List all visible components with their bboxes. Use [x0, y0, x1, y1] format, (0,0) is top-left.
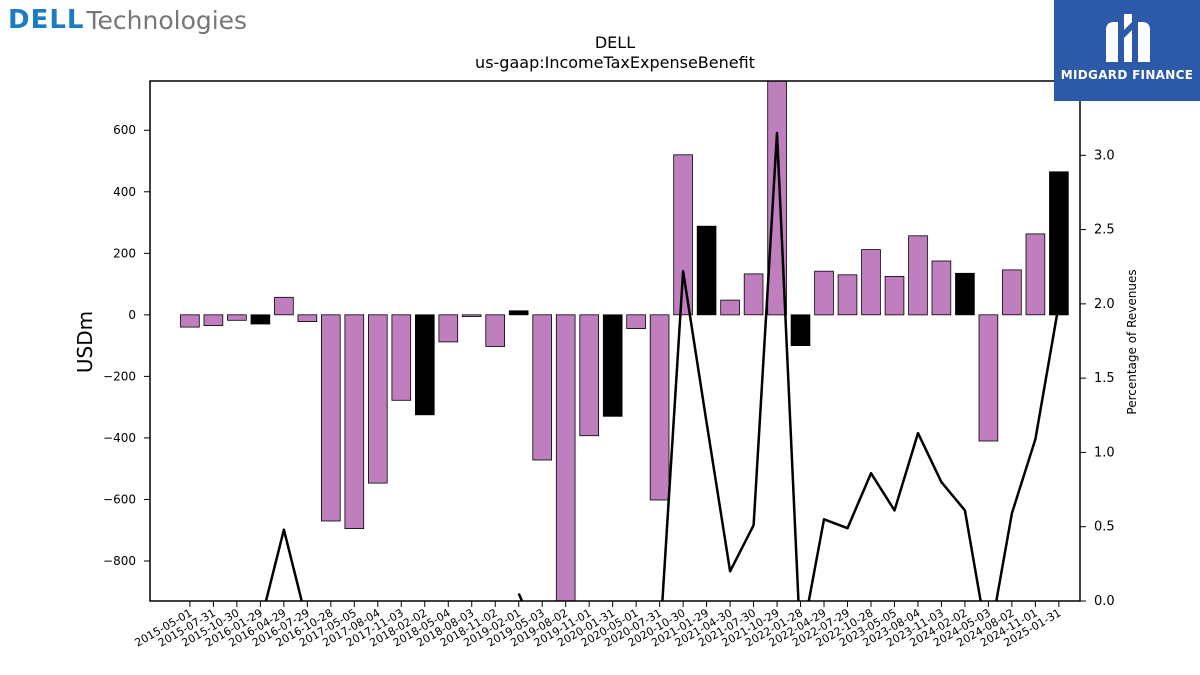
y-tick-label: −200 — [103, 369, 136, 383]
bar-2019-08-02 — [555, 314, 576, 601]
bar-2015-10-30 — [227, 314, 247, 321]
bar-2021-07-30 — [743, 273, 764, 316]
axes-layer: 600 400 200 0 −200 −400 −600 −800 3.0 2.5 2.0 1.5 1.… — [103, 80, 1115, 650]
dell-wordmark: DELL — [8, 5, 85, 35]
bar-2019-05-03 — [532, 314, 552, 461]
bar-2022-04-29 — [814, 270, 834, 316]
bar-2019-11-01 — [579, 314, 599, 437]
bar-2017-05-05 — [344, 314, 365, 529]
bar-2016-04-29 — [274, 296, 294, 316]
bar-2020-10-30 — [673, 154, 693, 316]
y2-tick-label: 3.0 — [1094, 148, 1115, 163]
bar-2016-07-29 — [297, 314, 318, 322]
bar-2024-11-01 — [1025, 233, 1046, 316]
y-tick-label: −800 — [103, 554, 136, 568]
y2-tick-label: 0.0 — [1094, 594, 1115, 609]
y-tick-label: −400 — [103, 431, 136, 445]
bar-2023-08-04 — [908, 235, 928, 316]
bar-2020-05-01 — [626, 314, 646, 329]
bar-2016-10-28 — [320, 314, 341, 522]
bar-2022-07-29 — [837, 274, 858, 316]
y2-tick-label: 2.5 — [1094, 223, 1115, 238]
bar-2017-11-03 — [391, 314, 412, 401]
bar-2024-08-02 — [1002, 269, 1022, 316]
bar-2024-02-02 — [955, 272, 975, 316]
bar-2024-05-03 — [978, 314, 999, 442]
dell-technologies-logo: DELL Technologies — [8, 4, 247, 36]
y2-tick-label: 2.0 — [1094, 297, 1115, 312]
bar-2022-10-28 — [861, 249, 881, 316]
y-axis-label: USDm — [73, 311, 97, 373]
y2-tick-label: 1.5 — [1094, 371, 1115, 386]
bar-2021-04-30 — [720, 299, 740, 316]
y2-tick-label: 0.5 — [1094, 520, 1115, 535]
chart-title: DELL — [595, 33, 635, 52]
bar-2022-01-28 — [790, 314, 811, 346]
y2-axis-label: Percentage of Revenues — [1125, 269, 1139, 414]
y2-tick-label: 1.0 — [1094, 445, 1115, 460]
bar-2020-01-31 — [602, 314, 623, 417]
midgard-finance-logo: MIDGARD FINANCE — [1054, 0, 1200, 101]
bar-2019-02-01 — [508, 310, 529, 316]
bar-2018-11-02 — [485, 314, 505, 347]
pct-revenue-line — [264, 131, 1061, 601]
bar-2018-08-03 — [461, 314, 482, 317]
partner-name: MIDGARD FINANCE — [1060, 68, 1194, 82]
bar-2015-07-31 — [203, 314, 224, 326]
bar-2023-05-05 — [884, 275, 905, 316]
bar-2015-05-01 — [180, 314, 200, 328]
bar-2023-11-03 — [931, 260, 952, 316]
y-tick-label: 400 — [113, 185, 136, 199]
bar-2016-01-29 — [250, 314, 271, 325]
bar-2017-08-04 — [367, 314, 388, 484]
bars-layer — [180, 81, 1069, 601]
y-tick-label: −600 — [103, 492, 136, 506]
midgard-mark-icon — [1106, 14, 1150, 62]
plot-frame — [149, 80, 1081, 602]
bar-2018-05-04 — [438, 314, 459, 343]
bar-2020-07-31 — [649, 314, 670, 501]
bar-2021-01-29 — [696, 225, 717, 316]
bar-2018-02-02 — [414, 314, 435, 416]
y-tick-label: 200 — [113, 246, 136, 260]
dell-suffix: Technologies — [86, 5, 248, 35]
y-tick-label: 600 — [113, 123, 136, 137]
line-layer — [264, 131, 1061, 601]
y-tick-label: 0 — [128, 308, 136, 322]
bar-2025-01-31 — [1049, 171, 1069, 316]
chart-subtitle: us-gaap:IncomeTaxExpenseBenefit — [475, 53, 755, 72]
